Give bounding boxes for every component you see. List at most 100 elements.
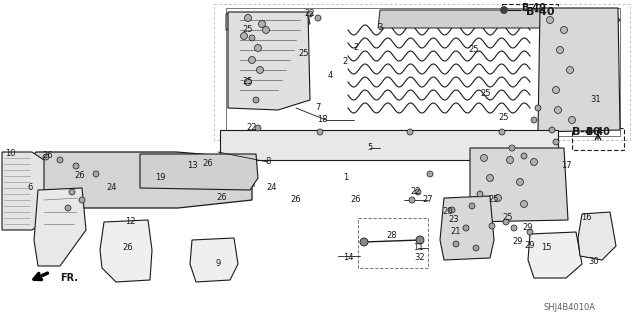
Circle shape <box>568 116 575 123</box>
Text: 24: 24 <box>267 183 277 192</box>
Circle shape <box>257 66 264 73</box>
Polygon shape <box>528 232 582 278</box>
Circle shape <box>416 236 424 244</box>
Text: 22: 22 <box>305 10 316 19</box>
Text: 9: 9 <box>216 259 221 269</box>
Text: 2: 2 <box>353 43 358 53</box>
Text: 28: 28 <box>387 232 397 241</box>
Text: 25: 25 <box>468 46 479 55</box>
Polygon shape <box>100 220 152 282</box>
Polygon shape <box>2 152 44 230</box>
Circle shape <box>255 125 261 131</box>
Text: 26: 26 <box>75 170 85 180</box>
Polygon shape <box>578 212 616 260</box>
Circle shape <box>407 129 413 135</box>
Circle shape <box>307 11 313 17</box>
Polygon shape <box>228 12 310 110</box>
Circle shape <box>511 225 517 231</box>
Circle shape <box>509 145 515 151</box>
Text: 10: 10 <box>4 150 15 159</box>
Circle shape <box>93 171 99 177</box>
Circle shape <box>259 20 266 27</box>
Circle shape <box>554 107 561 114</box>
Circle shape <box>453 241 459 247</box>
Circle shape <box>553 139 559 145</box>
Text: 26: 26 <box>203 160 213 168</box>
Text: B-40: B-40 <box>525 7 554 17</box>
Text: 29: 29 <box>513 238 524 247</box>
Text: FR.: FR. <box>60 273 78 283</box>
Circle shape <box>521 153 527 159</box>
Polygon shape <box>140 154 258 190</box>
Circle shape <box>527 229 533 235</box>
Circle shape <box>547 17 554 24</box>
Text: 25: 25 <box>243 26 253 34</box>
Circle shape <box>79 197 85 203</box>
Bar <box>502 4 558 22</box>
Circle shape <box>557 47 563 54</box>
Text: 18: 18 <box>317 115 327 124</box>
Bar <box>142 156 254 186</box>
Circle shape <box>481 154 488 161</box>
Bar <box>572 128 624 150</box>
Polygon shape <box>538 8 620 132</box>
Text: 16: 16 <box>580 213 591 222</box>
Text: 25: 25 <box>499 114 509 122</box>
Text: 29: 29 <box>525 241 535 250</box>
Polygon shape <box>30 152 252 208</box>
Text: 19: 19 <box>155 174 165 182</box>
Text: 22: 22 <box>247 123 257 132</box>
Bar <box>358 218 428 268</box>
Text: B-40: B-40 <box>586 127 611 137</box>
Circle shape <box>449 207 455 213</box>
Circle shape <box>65 205 71 211</box>
Text: 26: 26 <box>43 151 53 160</box>
Text: 2: 2 <box>342 57 348 66</box>
Circle shape <box>317 129 323 135</box>
Text: 26: 26 <box>123 243 133 253</box>
Circle shape <box>253 97 259 103</box>
Circle shape <box>469 203 475 209</box>
Text: 25: 25 <box>243 78 253 86</box>
Text: 26: 26 <box>351 196 362 204</box>
Circle shape <box>506 157 513 164</box>
Circle shape <box>360 238 368 246</box>
Circle shape <box>241 33 248 40</box>
Circle shape <box>248 56 255 63</box>
Text: 15: 15 <box>541 243 551 253</box>
Circle shape <box>500 6 508 13</box>
Text: 23: 23 <box>449 216 460 225</box>
Circle shape <box>255 44 262 51</box>
Circle shape <box>244 14 252 21</box>
Text: 17: 17 <box>561 160 572 169</box>
Circle shape <box>249 35 255 41</box>
Text: 4: 4 <box>328 70 333 79</box>
Text: 25: 25 <box>299 49 309 58</box>
Circle shape <box>520 201 527 207</box>
Circle shape <box>473 245 479 251</box>
Text: 27: 27 <box>422 196 433 204</box>
Circle shape <box>516 179 524 186</box>
Text: B-40: B-40 <box>572 127 600 137</box>
Text: 31: 31 <box>591 95 602 105</box>
Circle shape <box>427 171 433 177</box>
Text: 25: 25 <box>503 213 513 222</box>
Bar <box>38 154 176 204</box>
Polygon shape <box>226 14 310 30</box>
Text: 5: 5 <box>367 144 372 152</box>
Text: 20: 20 <box>443 207 453 217</box>
Circle shape <box>315 15 321 21</box>
Circle shape <box>499 129 505 135</box>
Bar <box>214 4 630 140</box>
Text: 26: 26 <box>217 194 227 203</box>
Text: 25: 25 <box>489 196 499 204</box>
Circle shape <box>561 26 568 33</box>
Text: 8: 8 <box>266 158 271 167</box>
Bar <box>222 132 556 158</box>
Text: 13: 13 <box>187 160 197 169</box>
Circle shape <box>262 26 269 33</box>
Text: 11: 11 <box>413 243 423 253</box>
Circle shape <box>409 197 415 203</box>
Polygon shape <box>220 130 558 160</box>
Text: 30: 30 <box>589 257 599 266</box>
